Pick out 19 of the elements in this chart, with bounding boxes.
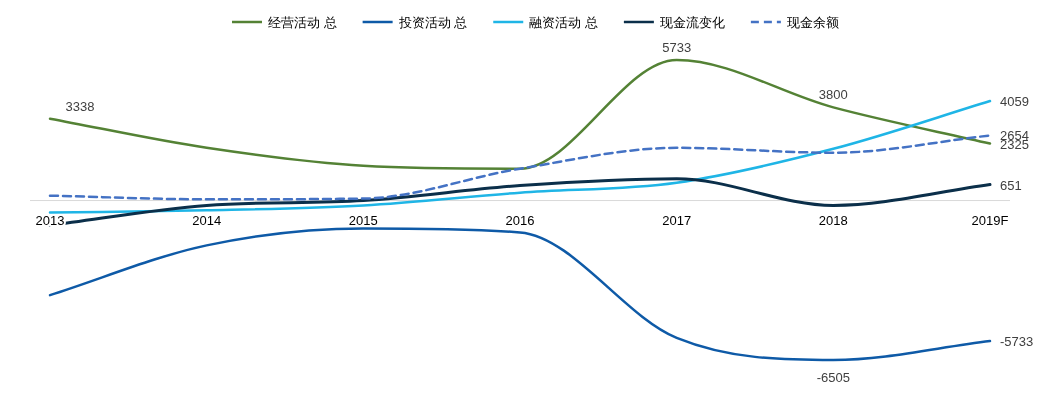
x-tick-label: 2017: [662, 212, 692, 228]
legend-label: 现金流变化: [659, 15, 725, 30]
x-tick-label: 2013: [35, 212, 65, 228]
x-tick-label: 2018: [818, 212, 848, 228]
data-label: -5733: [1000, 334, 1034, 350]
legend-label: 融资活动 总: [529, 15, 598, 30]
legend-label: 经营活动 总: [268, 15, 337, 30]
data-label: 651: [1000, 177, 1022, 193]
data-label: 3338: [65, 98, 95, 114]
data-label: -6505: [816, 370, 850, 385]
x-tick-label: 2019F: [971, 212, 1009, 228]
legend-label: 投资活动 总: [397, 15, 468, 30]
x-tick-label: 2015: [348, 212, 378, 228]
x-tick-label: 2014: [192, 212, 222, 228]
legend-label: 现金余额: [786, 15, 839, 30]
data-label: 3800: [818, 87, 848, 103]
data-label: 5733: [662, 40, 692, 55]
data-label: 4059: [1000, 94, 1029, 110]
x-tick-label: 2016: [505, 212, 535, 228]
